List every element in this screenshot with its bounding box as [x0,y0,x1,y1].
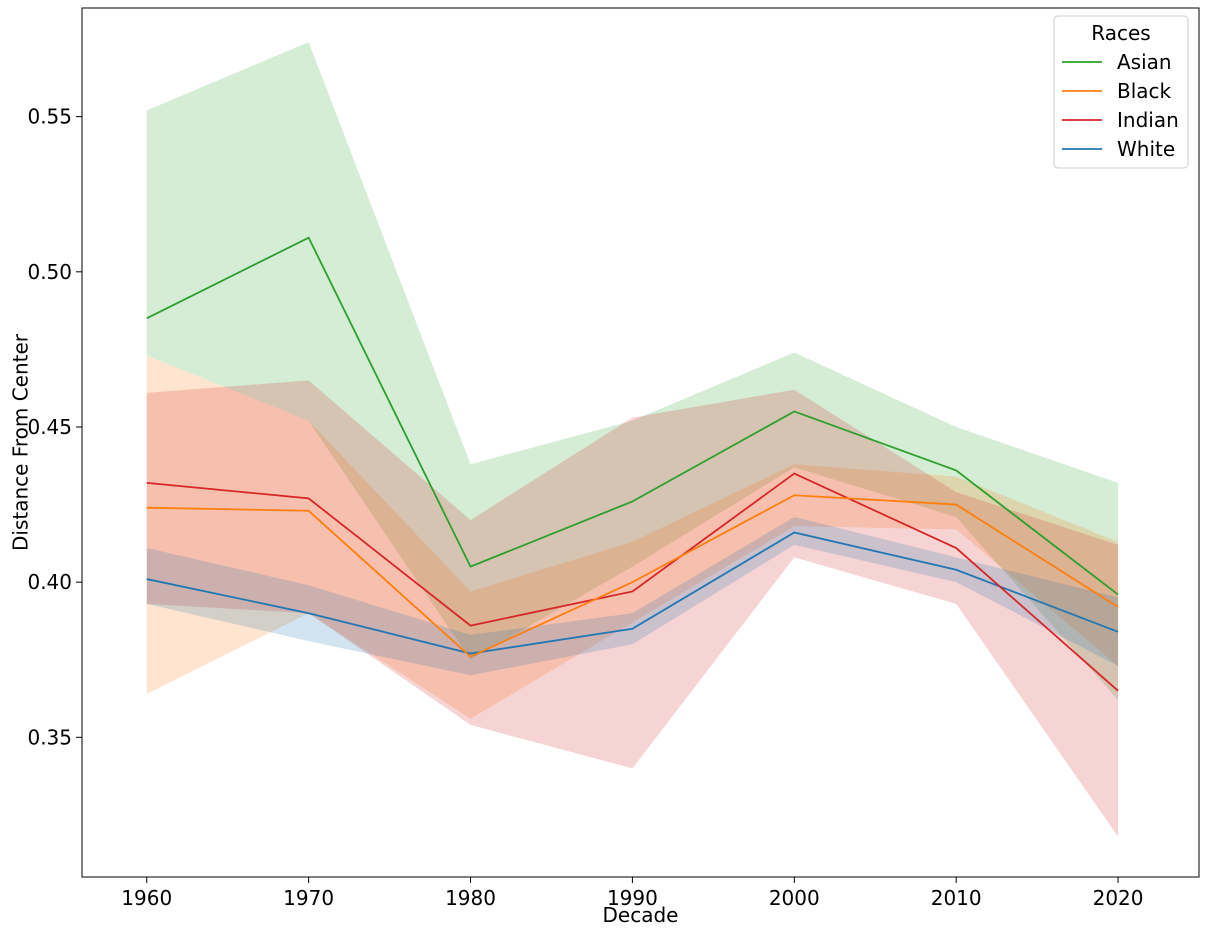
series-lines [146,236,1119,692]
x-axis-ticks: 1960 1970 1980 1990 2000 2010 2020 [121,877,1144,910]
y-tick-label: 0.45 [27,415,72,439]
legend-item-white: White [1062,137,1175,161]
legend-label: Asian [1117,50,1172,74]
x-tick-label: 1980 [445,886,496,910]
legend-item-asian: Asian [1062,50,1172,74]
x-tick-label: 2000 [769,886,820,910]
y-axis-ticks: 0.35 0.40 0.45 0.50 0.55 [27,105,82,749]
legend-label: Black [1117,79,1172,103]
x-tick-label: 1970 [283,886,334,910]
line-indian [146,472,1119,692]
line-black [146,494,1119,658]
legend-title: Races [1091,21,1150,45]
y-tick-label: 0.50 [27,260,72,284]
confidence-bands [146,42,1119,837]
x-tick-label: 2020 [1093,886,1144,910]
line-white [146,531,1119,655]
line-asian [146,236,1119,596]
legend-items: Asian Black Indian White [1062,50,1179,161]
legend: Races Asian Black Indian White [1053,15,1189,169]
band-indian [146,380,1119,837]
plot-frame [81,7,1200,878]
band-black [146,355,1119,719]
band-asian [146,42,1119,701]
y-tick-label: 0.35 [27,725,72,749]
legend-item-black: Black [1062,79,1172,103]
legend-box [1053,15,1189,169]
y-tick-label: 0.40 [27,570,72,594]
x-tick-label: 1990 [607,886,658,910]
x-tick-label: 1960 [121,886,172,910]
y-axis-label: Distance From Center [9,333,33,551]
legend-label: White [1117,137,1175,161]
band-white [146,516,1119,676]
y-tick-label: 0.55 [27,105,72,129]
legend-item-indian: Indian [1062,108,1179,132]
x-axis-label: Decade [603,903,679,927]
x-tick-label: 2010 [931,886,982,910]
legend-label: Indian [1117,108,1179,132]
